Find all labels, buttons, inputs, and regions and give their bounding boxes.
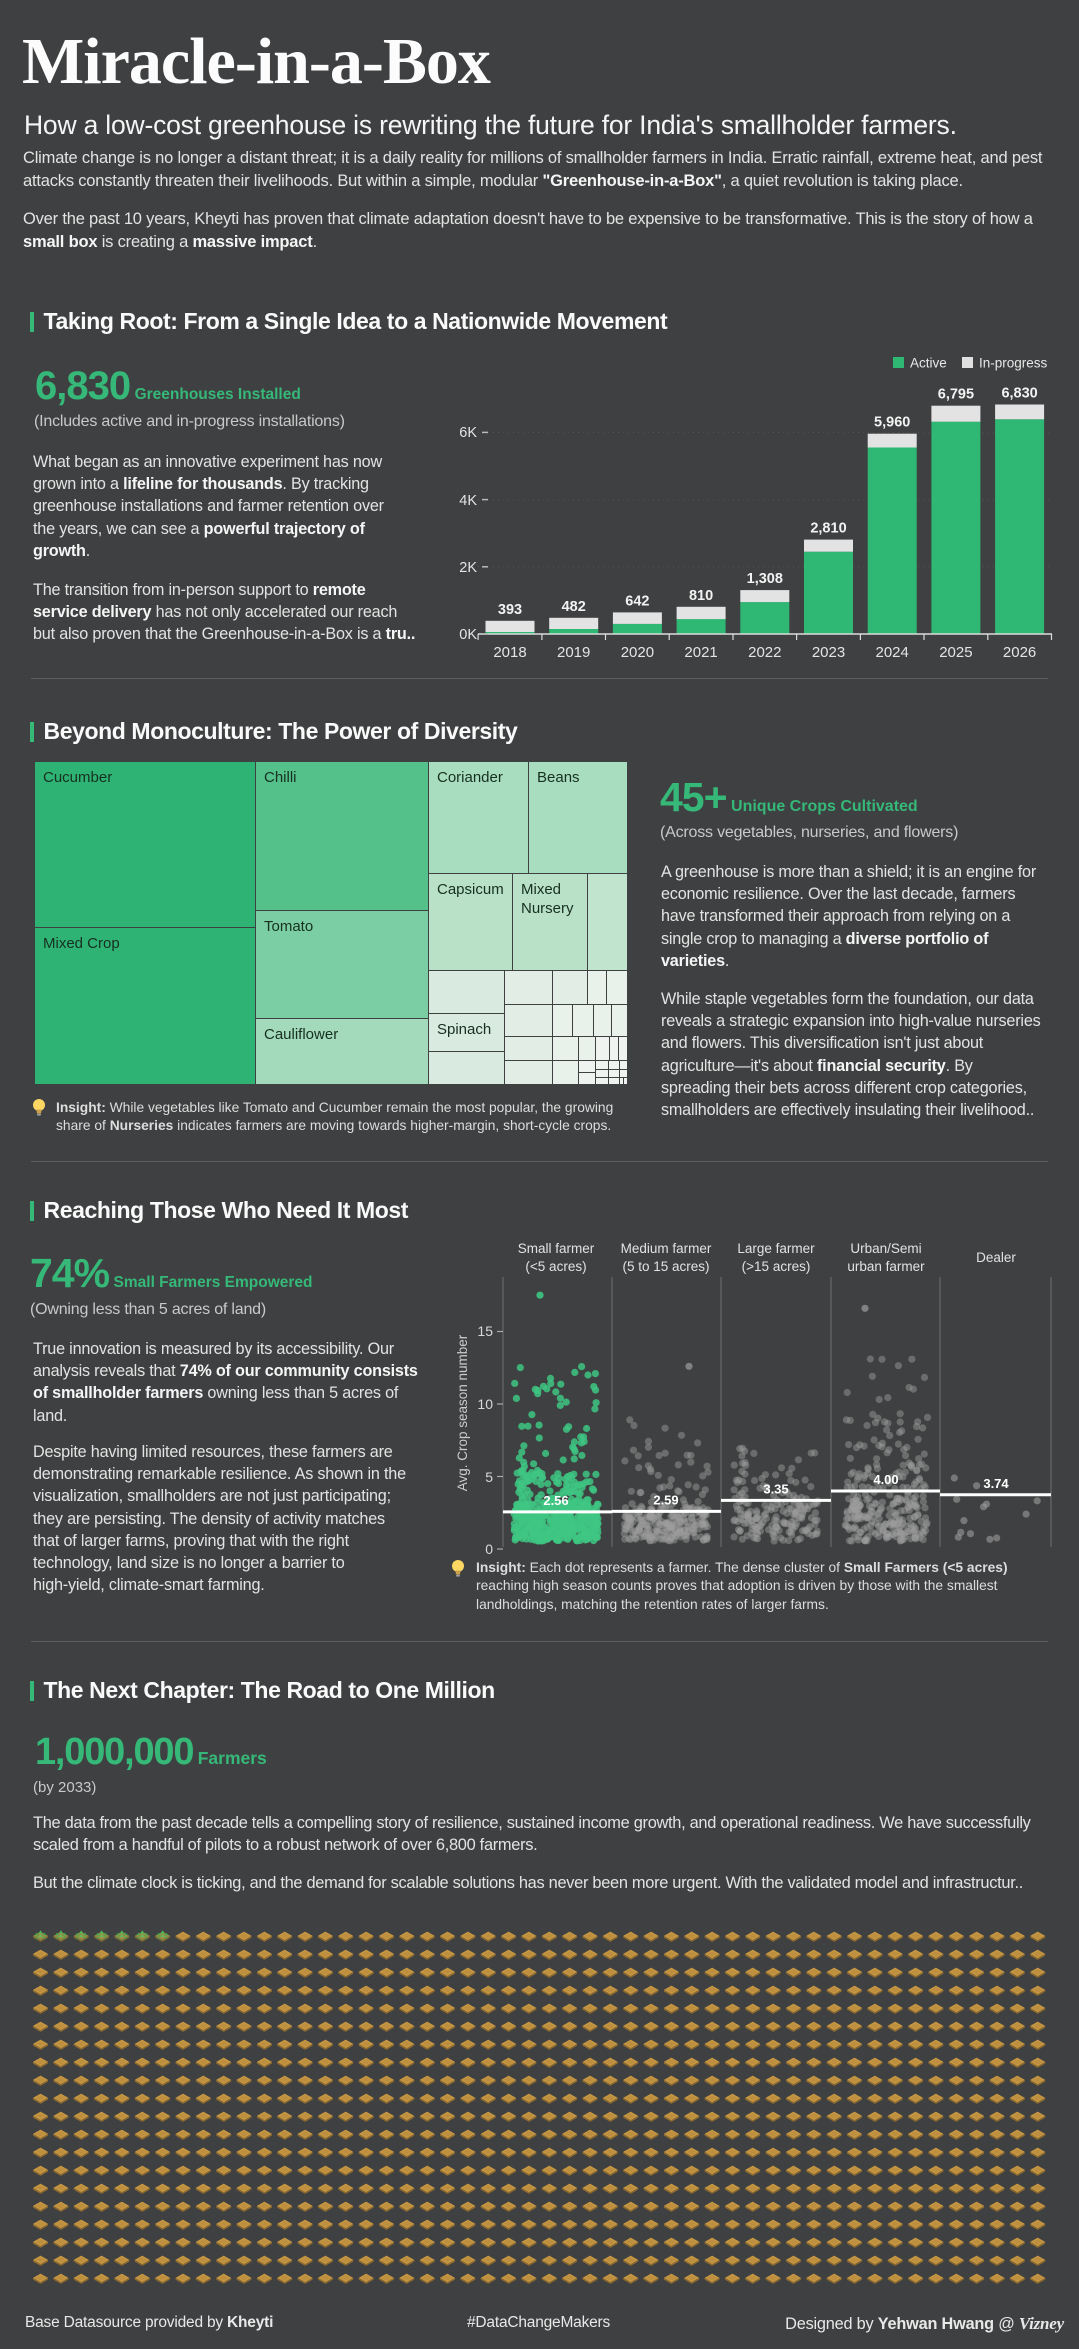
svg-text:5,960: 5,960 xyxy=(874,415,910,431)
svg-text:6K: 6K xyxy=(459,425,477,441)
svg-text:2022: 2022 xyxy=(748,644,781,661)
svg-text:0K: 0K xyxy=(459,627,477,643)
svg-text:2023: 2023 xyxy=(812,644,845,661)
svg-text:482: 482 xyxy=(562,599,586,615)
svg-text:6,830: 6,830 xyxy=(1001,386,1037,402)
svg-text:2.56: 2.56 xyxy=(543,1493,568,1508)
svg-text:3.35: 3.35 xyxy=(763,1481,788,1496)
svg-text:2020: 2020 xyxy=(621,644,654,661)
svg-text:urban farmer: urban farmer xyxy=(847,1259,925,1274)
svg-text:0: 0 xyxy=(485,1541,493,1557)
svg-text:Active: Active xyxy=(910,356,947,371)
svg-text:4.00: 4.00 xyxy=(873,1472,898,1487)
svg-text:2024: 2024 xyxy=(876,644,909,661)
svg-text:642: 642 xyxy=(625,593,649,609)
svg-text:10: 10 xyxy=(477,1396,493,1412)
svg-text:2018: 2018 xyxy=(493,644,526,661)
svg-text:6,795: 6,795 xyxy=(938,387,974,403)
svg-text:2021: 2021 xyxy=(684,644,717,661)
svg-text:Medium farmer: Medium farmer xyxy=(621,1241,712,1256)
svg-text:810: 810 xyxy=(689,588,713,604)
svg-text:Small farmer: Small farmer xyxy=(518,1241,595,1256)
svg-text:In-progress: In-progress xyxy=(979,356,1048,371)
svg-text:1,308: 1,308 xyxy=(747,571,783,587)
svg-text:Large farmer: Large farmer xyxy=(737,1241,815,1256)
svg-text:2026: 2026 xyxy=(1003,644,1036,661)
svg-text:4K: 4K xyxy=(459,493,477,509)
svg-text:2,810: 2,810 xyxy=(810,521,846,537)
svg-text:3.74: 3.74 xyxy=(983,1476,1009,1491)
svg-text:15: 15 xyxy=(477,1323,493,1339)
svg-text:(5 to 15 acres): (5 to 15 acres) xyxy=(622,1259,709,1274)
svg-text:Avg. Crop season number: Avg. Crop season number xyxy=(455,1334,470,1491)
svg-text:2K: 2K xyxy=(459,560,477,576)
svg-text:Urban/Semi: Urban/Semi xyxy=(850,1241,921,1256)
svg-text:2019: 2019 xyxy=(557,644,590,661)
svg-text:2025: 2025 xyxy=(939,644,972,661)
svg-text:2.59: 2.59 xyxy=(653,1492,678,1507)
svg-text:(>15 acres): (>15 acres) xyxy=(742,1259,811,1274)
svg-text:(<5 acres): (<5 acres) xyxy=(525,1259,586,1274)
svg-text:5: 5 xyxy=(485,1469,493,1485)
svg-text:Dealer: Dealer xyxy=(976,1250,1016,1265)
svg-text:393: 393 xyxy=(498,602,522,618)
